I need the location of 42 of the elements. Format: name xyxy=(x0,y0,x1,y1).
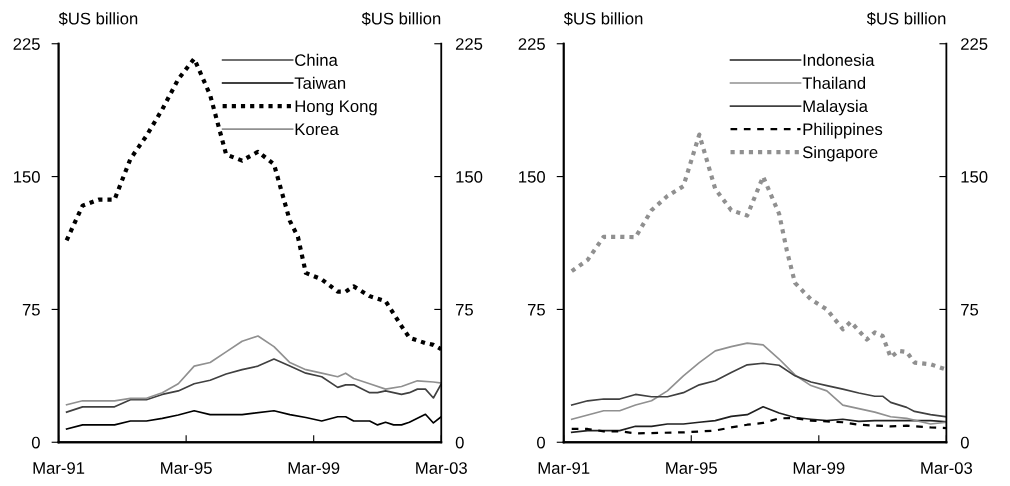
legend-label: Singapore xyxy=(802,145,878,162)
legend-label: Taiwan xyxy=(294,76,346,90)
x-tick-label: Mar-91 xyxy=(33,462,85,474)
y-tick-label: 75 xyxy=(22,303,40,316)
line-series xyxy=(65,358,442,413)
x-tick-label: Mar-91 xyxy=(538,462,590,474)
y-tick-label: 225 xyxy=(518,38,545,50)
y2-axis-title: $US billion xyxy=(866,12,946,26)
x-tick-label: Mar-99 xyxy=(793,462,845,474)
y-tick-label: 225 xyxy=(13,38,40,50)
x-tick-label: Mar-95 xyxy=(161,462,212,474)
line-series xyxy=(570,362,947,418)
x-tick-label: Mar-03 xyxy=(416,462,467,474)
y-tick-label: 150 xyxy=(13,170,40,183)
y2-tick-label: 0 xyxy=(960,436,969,449)
y-tick-label: 150 xyxy=(519,170,545,183)
x-tick-label: Mar-95 xyxy=(666,462,717,474)
x-tick-label: Mar-03 xyxy=(921,462,973,474)
y-axis-title: $US billion xyxy=(58,12,138,26)
y2-tick-label: 75 xyxy=(455,303,473,316)
legend-label: China xyxy=(295,53,338,66)
x-tick-label: Mar-99 xyxy=(288,462,340,474)
legend-label: Philippines xyxy=(803,122,883,139)
y-tick-label: 75 xyxy=(527,303,545,316)
y-axis-title: $US billion xyxy=(563,12,643,26)
y-tick-label: 0 xyxy=(31,436,40,449)
y2-axis-title: $US billion xyxy=(361,12,441,26)
y2-tick-label: 225 xyxy=(455,38,483,50)
legend-label: Hong Kong xyxy=(295,100,377,116)
line-series xyxy=(570,342,947,425)
legend-label: Malaysia xyxy=(803,99,868,116)
legend-label: Thailand xyxy=(802,76,866,90)
legend-label: Korea xyxy=(295,123,339,136)
y-tick-label: 0 xyxy=(537,436,545,449)
legend-label: Indonesia xyxy=(803,53,875,66)
y2-tick-label: 75 xyxy=(961,303,979,316)
y2-tick-label: 150 xyxy=(456,170,483,183)
y2-tick-label: 150 xyxy=(961,170,988,183)
line-series xyxy=(570,406,947,434)
y2-tick-label: 0 xyxy=(455,436,464,449)
y2-tick-label: 225 xyxy=(961,38,988,50)
line-series xyxy=(65,335,442,406)
